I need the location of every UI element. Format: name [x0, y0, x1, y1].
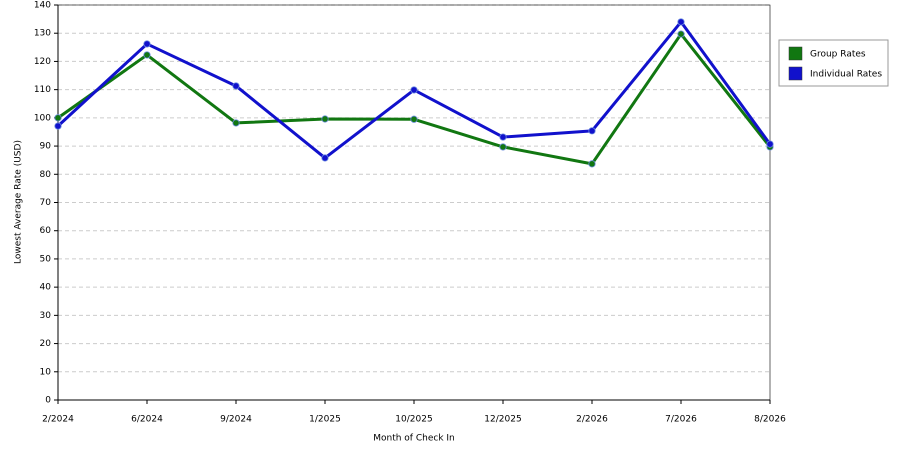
data-point: [143, 51, 151, 59]
data-point: [588, 127, 596, 135]
x-tick-label: 12/2025: [484, 415, 521, 425]
y-tick-label: 70: [40, 198, 52, 208]
x-tick-label: 2/2024: [42, 415, 74, 425]
y-tick-label: 10: [40, 367, 52, 377]
data-point: [232, 82, 240, 90]
data-point: [588, 160, 596, 168]
data-point: [143, 40, 151, 48]
x-tick-label: 9/2024: [220, 415, 252, 425]
y-tick-label: 120: [34, 57, 51, 67]
data-point: [321, 154, 329, 162]
data-point: [54, 122, 62, 130]
y-tick-label: 40: [40, 283, 52, 293]
x-tick-label: 7/2026: [665, 415, 697, 425]
y-tick-label: 80: [40, 170, 52, 180]
y-tick-label: 130: [34, 29, 51, 39]
legend-label: Individual Rates: [810, 70, 882, 80]
y-tick-label: 60: [40, 226, 52, 236]
y-tick-label: 20: [40, 339, 52, 349]
x-tick-label: 6/2024: [131, 415, 163, 425]
legend-swatch: [788, 66, 803, 81]
data-point: [499, 143, 507, 151]
y-tick-label: 100: [34, 113, 51, 123]
data-point: [677, 18, 685, 26]
y-tick-label: 110: [34, 85, 51, 95]
x-tick-label: 10/2025: [395, 415, 432, 425]
y-tick-label: 30: [40, 311, 52, 321]
data-point: [410, 86, 418, 94]
data-point: [54, 114, 62, 122]
y-tick-label: 50: [40, 254, 52, 264]
data-point: [232, 119, 240, 127]
y-tick-label: 140: [34, 1, 51, 11]
data-point: [499, 133, 507, 141]
x-axis-label: Month of Check In: [373, 434, 455, 444]
x-tick-label: 2/2026: [576, 415, 608, 425]
y-tick-label: 90: [40, 142, 52, 152]
legend-swatch: [788, 46, 803, 61]
legend-label: Group Rates: [810, 50, 866, 60]
x-tick-label: 1/2025: [309, 415, 341, 425]
data-point: [410, 115, 418, 123]
y-tick-label: 0: [45, 396, 51, 406]
data-point: [766, 140, 774, 148]
x-tick-label: 8/2026: [754, 415, 786, 425]
data-point: [321, 115, 329, 123]
data-point: [677, 30, 685, 38]
y-axis-label: Lowest Average Rate (USD): [14, 140, 24, 264]
